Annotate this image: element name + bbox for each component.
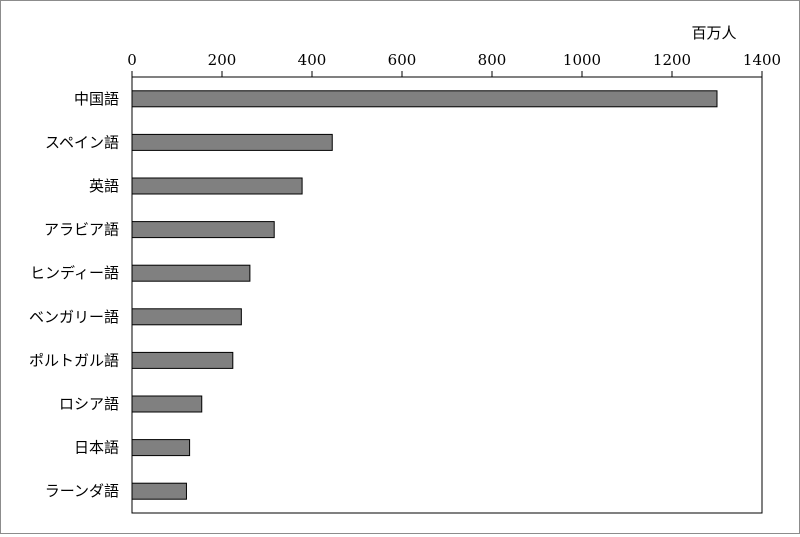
category-label: ヒンディー語 <box>30 264 119 282</box>
bar <box>131 482 187 500</box>
category-label: ベンガリー語 <box>29 308 119 326</box>
bar <box>131 133 333 151</box>
bar <box>131 90 718 108</box>
bar <box>131 351 234 369</box>
x-axis-ticks: 0 200 400 600 800 1000 1200 1400 <box>127 51 781 77</box>
bar <box>131 439 191 457</box>
category-label: 日本語 <box>74 439 119 457</box>
category-label: 中国語 <box>74 90 119 108</box>
category-label: 英語 <box>89 177 119 195</box>
category-labels: 中国語スペイン語英語アラビア語ヒンディー語ベンガリー語ポルトガル語ロシア語日本語… <box>29 90 119 500</box>
x-tick-label: 1200 <box>653 51 691 69</box>
x-tick-label: 800 <box>478 51 507 69</box>
category-label: ポルトガル語 <box>29 351 119 369</box>
bars <box>131 90 718 500</box>
bar <box>131 308 242 326</box>
x-tick-label: 1000 <box>563 51 601 69</box>
bar <box>131 221 275 239</box>
category-label: スペイン語 <box>45 133 119 151</box>
x-tick-label: 1400 <box>743 51 781 69</box>
category-label: ロシア語 <box>59 395 119 413</box>
bar <box>131 177 303 195</box>
category-label: ラーンダ語 <box>45 482 119 500</box>
bar <box>131 395 203 413</box>
x-tick-label: 600 <box>388 51 417 69</box>
plot-area <box>131 76 763 514</box>
x-tick-label: 400 <box>298 51 327 69</box>
bar <box>131 264 251 282</box>
x-tick-label: 200 <box>208 51 237 69</box>
x-tick-label: 0 <box>127 51 137 69</box>
category-label: アラビア語 <box>44 221 119 239</box>
unit-label: 百万人 <box>691 24 736 42</box>
